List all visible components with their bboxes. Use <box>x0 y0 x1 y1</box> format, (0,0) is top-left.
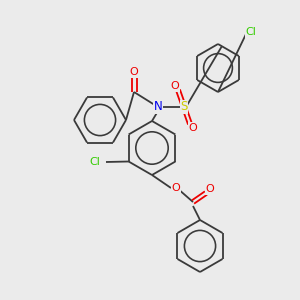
Text: Cl: Cl <box>89 157 100 167</box>
Text: O: O <box>189 123 197 133</box>
Text: S: S <box>180 100 188 113</box>
Text: O: O <box>206 184 214 194</box>
Text: O: O <box>171 81 179 91</box>
Text: N: N <box>154 100 162 113</box>
Text: Cl: Cl <box>246 27 256 37</box>
Text: O: O <box>130 67 138 77</box>
Text: O: O <box>172 183 180 193</box>
